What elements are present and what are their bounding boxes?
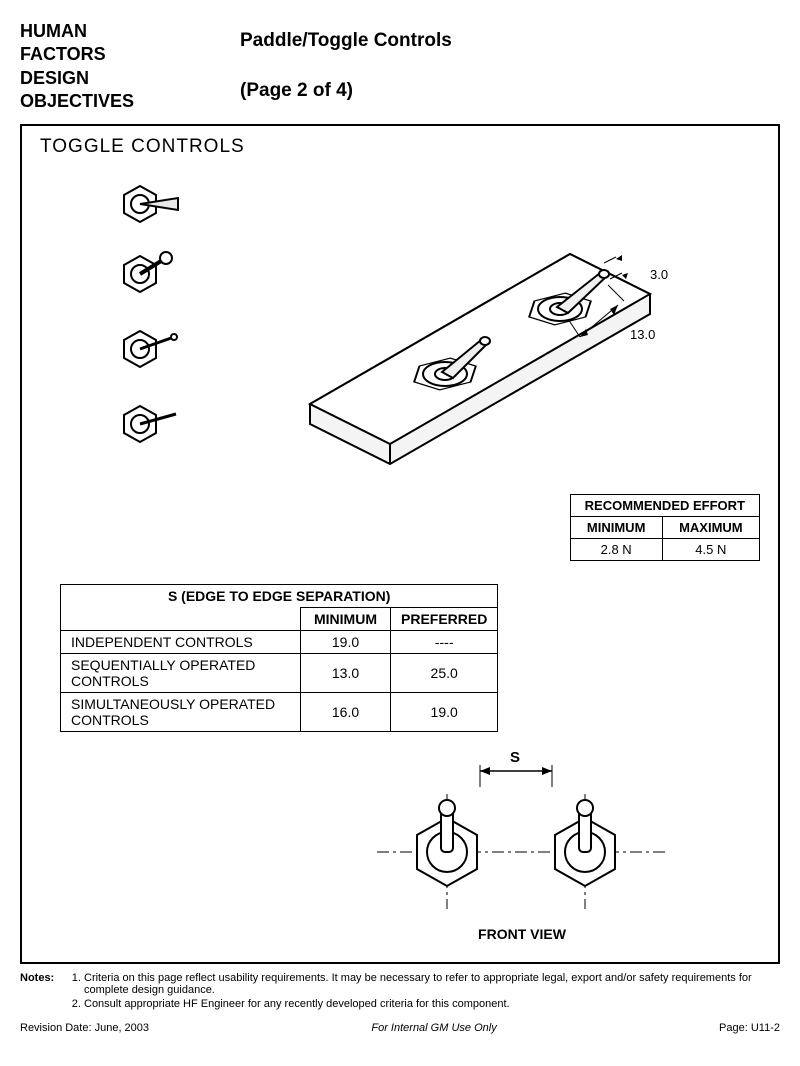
note-1: Criteria on this page reflect usability … [84,972,780,996]
sep-row0-min: 19.0 [301,630,391,653]
effort-val-min: 2.8 N [570,538,662,560]
notes-label: Notes: [20,972,66,1012]
diagram-area: 3.0 13.0 RECOMMENDED EFFORT MINIMUM MAXI… [40,164,760,554]
page-footer: Revision Date: June, 2003 For Internal G… [20,1022,780,1034]
sep-row1-label: SEQUENTIALLY OPERATED CONTROLS [61,653,301,692]
sep-title: S (EDGE TO EDGE SEPARATION) [61,584,498,607]
effort-table: RECOMMENDED EFFORT MINIMUM MAXIMUM 2.8 N… [570,494,760,561]
page-indicator: (Page 2 of 4) [240,80,780,102]
footer-center: For Internal GM Use Only [371,1022,496,1034]
footer-left: Revision Date: June, 2003 [20,1022,149,1034]
sep-row1-pref: 25.0 [391,653,498,692]
toggle-panel-iso-icon [270,164,700,544]
dimension-length: 13.0 [630,327,655,342]
page-header: HUMAN FACTORS DESIGN OBJECTIVES Paddle/T… [20,20,780,114]
header-line3: DESIGN [20,67,220,90]
section-title: TOGGLE CONTROLS [40,136,760,158]
notes-body: Criteria on this page reflect usability … [66,972,780,1012]
effort-col-max: MAXIMUM [662,516,759,538]
header-left: HUMAN FACTORS DESIGN OBJECTIVES [20,20,220,114]
front-view-icon [372,747,672,917]
sep-col-pref: PREFERRED [391,607,498,630]
content-frame: TOGGLE CONTROLS [20,124,780,964]
sep-row2-min: 16.0 [301,692,391,731]
notes-section: Notes: Criteria on this page reflect usa… [20,972,780,1012]
header-line4: OBJECTIVES [20,90,220,113]
header-line1: HUMAN [20,20,220,43]
effort-val-max: 4.5 N [662,538,759,560]
note-2: Consult appropriate HF Engineer for any … [84,998,780,1010]
sep-row0-label: INDEPENDENT CONTROLS [61,630,301,653]
effort-title: RECOMMENDED EFFORT [570,494,759,516]
sep-row2-pref: 19.0 [391,692,498,731]
header-center: Paddle/Toggle Controls (Page 2 of 4) [220,20,780,102]
dimension-tip: 3.0 [650,267,668,282]
separation-table: S (EDGE TO EDGE SEPARATION) MINIMUM PREF… [60,584,498,732]
sep-row1-min: 13.0 [301,653,391,692]
front-view: S FRONT VIEW [372,747,672,942]
sep-col-min: MINIMUM [301,607,391,630]
header-line2: FACTORS [20,43,220,66]
doc-title: Paddle/Toggle Controls [240,30,780,52]
toggle-variants-icon [120,184,230,474]
footer-right: Page: U11-2 [719,1022,780,1034]
sep-row0-pref: ---- [391,630,498,653]
front-view-caption: FRONT VIEW [372,926,672,942]
span-label: S [510,749,520,766]
effort-col-min: MINIMUM [570,516,662,538]
sep-row2-label: SIMULTANEOUSLY OPERATED CONTROLS [61,692,301,731]
